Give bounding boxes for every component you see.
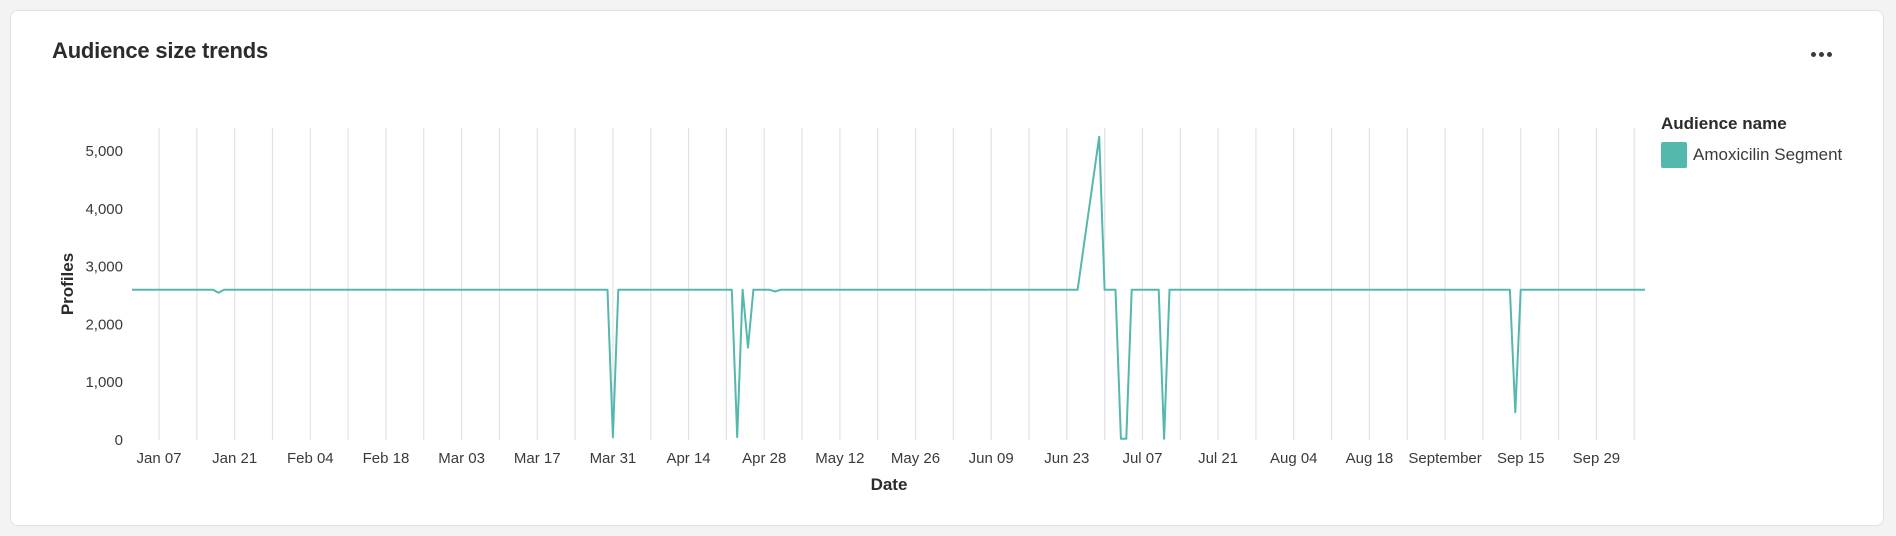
x-tick-label: September [1408,450,1481,467]
y-tick-label: 3,000 [85,259,123,276]
y-tick-label: 4,000 [85,201,123,218]
more-options-button[interactable] [1803,41,1839,67]
x-tick-label: Jul 07 [1122,450,1162,467]
y-axis-title: Profiles [58,253,77,315]
audience-size-trends-card: Audience size trends [10,10,1884,526]
x-tick-label: Jun 09 [969,450,1014,467]
x-tick-label: May 26 [891,450,940,467]
legend-item-amoxicilin-segment[interactable]: Amoxicilin Segment [1661,142,1842,168]
x-axis-title: Date [871,475,908,494]
x-tick-label: Feb 04 [287,450,334,467]
chart-legend: Audience name Amoxicilin Segment [1661,114,1842,168]
x-tick-label: Aug 18 [1346,450,1394,467]
y-tick-label: 2,000 [85,316,123,333]
x-tick-label: Jan 21 [212,450,257,467]
y-tick-label: 5,000 [85,143,123,160]
x-tick-label: Apr 28 [742,450,786,467]
more-dot [1818,51,1824,57]
more-horizontal-icon [1810,51,1816,57]
x-tick-label: Sep 29 [1573,450,1621,467]
x-tick-label: Aug 04 [1270,450,1318,467]
y-tick-label: 1,000 [85,374,123,391]
x-tick-label: Jun 23 [1044,450,1089,467]
x-tick-label: Feb 18 [363,450,410,467]
x-tick-label: Mar 31 [590,450,637,467]
legend-label: Amoxicilin Segment [1693,145,1843,164]
x-tick-label: May 12 [815,450,864,467]
x-tick-label: Jan 07 [136,450,181,467]
legend-swatch [1661,142,1687,168]
more-dot [1826,51,1832,57]
series-line-amoxicilin-segment [132,135,1645,440]
x-tick-label: Mar 17 [514,450,561,467]
x-tick-label: Sep 15 [1497,450,1545,467]
legend-title: Audience name [1661,114,1787,133]
card-title: Audience size trends [52,38,269,63]
x-tick-label: Apr 14 [666,450,710,467]
x-tick-label: Jul 21 [1198,450,1238,467]
x-tick-label: Mar 03 [438,450,485,467]
y-tick-label: 0 [115,432,123,449]
